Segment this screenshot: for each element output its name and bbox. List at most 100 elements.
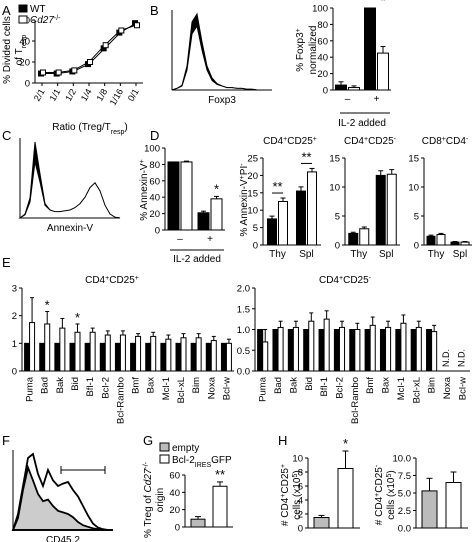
bar (74, 331, 81, 372)
bar (165, 338, 172, 372)
bar (195, 337, 202, 372)
y-tick-label: 7.5 (398, 471, 411, 482)
bar (39, 342, 46, 372)
bar (307, 171, 317, 246)
bar (29, 322, 36, 372)
bar (287, 329, 294, 372)
y-tick-label: 0.0 (237, 367, 250, 378)
panel-letter: F (2, 433, 10, 448)
data-point (87, 59, 93, 65)
bar (180, 337, 187, 372)
bar (24, 342, 31, 372)
legend-swatch (159, 442, 170, 452)
x-tick-label: Bmf (131, 377, 142, 394)
chart-title: CD4+CD25- (319, 275, 372, 287)
x-axis-label: Foxp3 (208, 95, 236, 106)
bar (262, 341, 269, 372)
data-point (55, 69, 62, 76)
y-axis-label: # CD4+CD25- (374, 464, 386, 525)
x-tick-label: 1/16 (108, 87, 125, 107)
bar (205, 342, 212, 372)
y-tick-label: 40 (169, 488, 180, 499)
y-tick-label: 10 (292, 454, 303, 465)
bar (364, 7, 376, 91)
bar (296, 190, 306, 246)
x-tick-label: Bcl-w (221, 377, 232, 400)
y-axis-label: cells (x105) (292, 470, 304, 520)
y-tick-label: 40 (149, 193, 160, 204)
y-tick-label: 10 (408, 183, 419, 194)
bar (338, 326, 346, 372)
significance-marker: * (214, 181, 219, 196)
bar (323, 318, 330, 372)
x-tick-label: 1/4 (79, 87, 94, 103)
panel-letter: E (2, 255, 11, 270)
bar (436, 234, 446, 246)
y-tick-label: 100 (144, 144, 160, 155)
y-tick-label: 4 (298, 496, 303, 507)
bar (59, 327, 66, 372)
bar (445, 482, 462, 529)
x-axis-label: Annexin-V (47, 223, 93, 234)
bar (333, 329, 340, 372)
bar (167, 161, 180, 231)
bar (349, 329, 356, 372)
bar (197, 212, 210, 231)
panel-letter: C (2, 128, 11, 143)
bar (348, 87, 360, 91)
chart-title: CD4+CD25- (344, 136, 397, 148)
x-tick-label: – (177, 234, 183, 245)
y-axis-label: % Divided cells (2, 16, 13, 84)
bar (272, 329, 279, 372)
x-tick-label: Noxa (206, 376, 217, 399)
bar (450, 241, 460, 246)
x-tick-label: Bax (146, 377, 157, 394)
y-tick-label: 0 (12, 367, 17, 378)
bar (145, 342, 152, 372)
y-tick-label: 0 (298, 524, 303, 535)
y-tick-label: 1 (12, 339, 17, 350)
bar (225, 342, 232, 372)
x-tick-label: 2/1 (32, 87, 47, 103)
histogram-curve (171, 24, 272, 91)
y-tick-label: 2.5 (398, 506, 411, 517)
histogram-curve (18, 161, 121, 219)
bar (277, 326, 284, 372)
bar (377, 52, 389, 91)
y-tick-label: 15 (247, 188, 258, 199)
y-axis-label: % Annexin-V+PI- (239, 163, 251, 237)
panel-letter: H (278, 433, 287, 448)
bar (210, 198, 223, 231)
y-tick-label: 5 (253, 223, 258, 234)
bar (335, 84, 347, 91)
x-tick-label: Puma (258, 376, 269, 402)
bar (257, 329, 264, 372)
bar (364, 329, 371, 372)
x-tick-label: Bax (381, 377, 392, 394)
y-tick-label: 3 (12, 284, 17, 295)
x-tick-label: Spl (299, 249, 313, 260)
bar (359, 228, 370, 246)
bar (308, 320, 315, 372)
legend-label: WT (30, 4, 46, 15)
bar (44, 323, 51, 372)
y-tick-label: 2.0 (237, 284, 250, 295)
bar (150, 335, 157, 372)
bar (190, 518, 206, 528)
y-axis-label: % Annexin-V+ (139, 159, 151, 220)
significance-marker: ** (301, 149, 311, 164)
bar (318, 329, 325, 372)
panel-letter: B (150, 3, 159, 18)
bar (337, 468, 354, 529)
bar (379, 329, 387, 372)
bar (180, 161, 193, 231)
x-tick-label: + (374, 94, 380, 105)
x-tick-label: 1/8 (94, 87, 109, 103)
x-tick-label: Thy (350, 249, 367, 260)
y-tick-label: 25 (247, 154, 258, 165)
y-axis-label: of Tresp (14, 35, 28, 66)
x-tick-label: Bcl-xL (176, 377, 187, 403)
panel-letter: D (150, 128, 159, 143)
bar (410, 329, 417, 372)
